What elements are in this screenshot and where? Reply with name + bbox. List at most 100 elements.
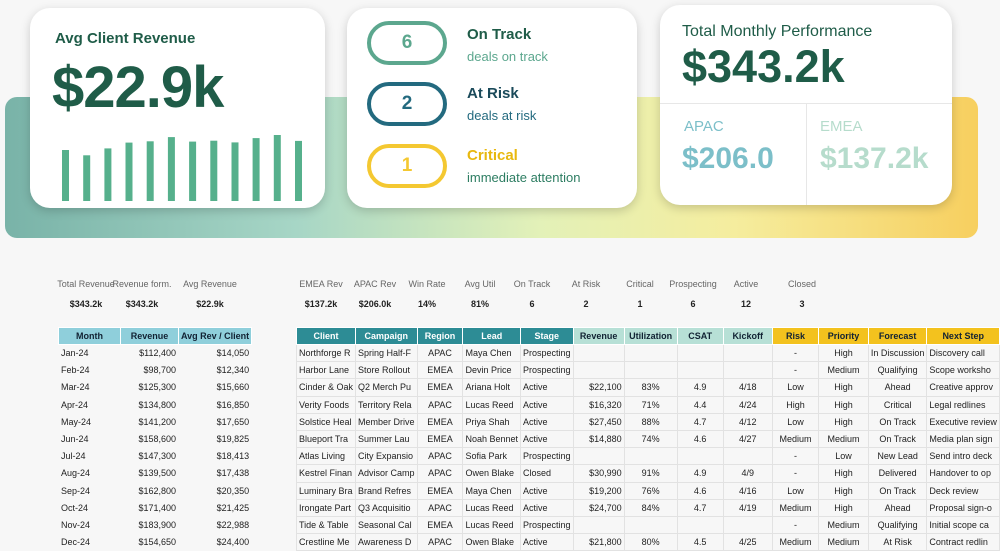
- table-cell[interactable]: High: [818, 498, 869, 517]
- table-cell[interactable]: Apr-24: [61, 399, 89, 410]
- table-cell[interactable]: Medium: [771, 429, 820, 449]
- table-cell[interactable]: Aug-24: [61, 468, 91, 479]
- column-header[interactable]: Stage: [520, 327, 574, 345]
- table-cell[interactable]: Feb-24: [61, 365, 90, 376]
- table-cell[interactable]: Kestrel Finan: [295, 464, 357, 483]
- table-cell[interactable]: $17,438: [216, 468, 250, 479]
- table-cell[interactable]: 4.6: [676, 481, 724, 500]
- table-cell[interactable]: $112,400: [139, 348, 176, 359]
- table-cell[interactable]: $30,990: [572, 464, 625, 483]
- table-cell[interactable]: Jun-24: [61, 434, 89, 445]
- column-header[interactable]: Client: [295, 327, 357, 345]
- table-cell[interactable]: $20,350: [216, 485, 250, 496]
- table-cell[interactable]: Nov-24: [61, 519, 91, 530]
- table-cell[interactable]: Prospecting: [520, 447, 574, 466]
- table-cell[interactable]: Dec-24: [61, 537, 91, 548]
- table-cell[interactable]: Solstice Heal: [295, 412, 357, 431]
- table-cell[interactable]: 71%: [623, 395, 678, 414]
- column-header[interactable]: Next Step: [926, 327, 1000, 345]
- table-cell[interactable]: Deck review: [926, 481, 1000, 500]
- table-cell[interactable]: EMEA: [416, 515, 464, 535]
- table-cell[interactable]: APAC: [416, 343, 464, 363]
- column-header[interactable]: Utilization: [623, 327, 678, 345]
- table-cell[interactable]: $21,800: [572, 533, 625, 551]
- column-header[interactable]: Month: [58, 327, 121, 345]
- table-cell[interactable]: 74%: [623, 429, 678, 449]
- table-cell[interactable]: Atlas Living: [295, 447, 357, 466]
- table-cell[interactable]: Member Drive: [355, 412, 418, 431]
- table-cell[interactable]: Ahead: [867, 498, 928, 517]
- table-cell[interactable]: 4/16: [722, 481, 773, 500]
- table-cell[interactable]: $125,300: [138, 382, 176, 393]
- table-cell[interactable]: Owen Blake: [462, 533, 522, 551]
- table-cell[interactable]: High: [818, 464, 869, 483]
- column-header[interactable]: Avg Rev / Client: [177, 327, 253, 345]
- table-cell[interactable]: Awareness D: [355, 533, 418, 551]
- table-cell[interactable]: APAC: [416, 464, 464, 483]
- table-cell[interactable]: Northforge R: [295, 343, 357, 363]
- table-cell[interactable]: Q3 Acquisitio: [355, 498, 418, 517]
- table-cell[interactable]: High: [818, 343, 869, 363]
- table-cell[interactable]: Medium: [771, 498, 820, 517]
- table-cell[interactable]: Initial scope ca: [926, 515, 1000, 535]
- table-cell[interactable]: $171,400: [138, 502, 176, 513]
- table-cell[interactable]: New Lead: [867, 447, 928, 466]
- table-cell[interactable]: [572, 343, 625, 363]
- table-cell[interactable]: Legal redlines: [926, 395, 1000, 414]
- column-header[interactable]: Campaign: [355, 327, 418, 345]
- table-cell[interactable]: 88%: [623, 412, 678, 431]
- table-cell[interactable]: Brand Refres: [355, 481, 418, 500]
- table-cell[interactable]: Cinder & Oak: [295, 378, 357, 397]
- table-cell[interactable]: Blueport Tra: [295, 429, 357, 449]
- table-cell[interactable]: 4.6: [676, 429, 724, 449]
- table-cell[interactable]: APAC: [416, 447, 464, 466]
- column-header[interactable]: Region: [416, 327, 464, 345]
- table-cell[interactable]: At Risk: [867, 533, 928, 551]
- table-cell[interactable]: Prospecting: [520, 343, 574, 363]
- column-header[interactable]: Lead: [462, 327, 522, 345]
- table-cell[interactable]: Active: [520, 481, 574, 500]
- table-cell[interactable]: Creative approv: [926, 378, 1000, 397]
- table-cell[interactable]: $134,800: [138, 399, 176, 410]
- table-cell[interactable]: Low: [771, 378, 820, 397]
- table-cell[interactable]: $22,988: [216, 519, 250, 530]
- table-cell[interactable]: APAC: [416, 533, 464, 551]
- table-cell[interactable]: APAC: [416, 395, 464, 414]
- table-cell[interactable]: [722, 361, 773, 380]
- table-cell[interactable]: [722, 515, 773, 535]
- table-cell[interactable]: Ariana Holt: [462, 378, 522, 397]
- table-cell[interactable]: Delivered: [867, 464, 928, 483]
- table-cell[interactable]: Summer Lau: [355, 429, 418, 449]
- table-cell[interactable]: [572, 361, 625, 380]
- table-cell[interactable]: Active: [520, 412, 574, 431]
- table-cell[interactable]: 84%: [623, 498, 678, 517]
- table-cell[interactable]: Executive review: [926, 412, 1000, 431]
- table-cell[interactable]: Oct-24: [61, 502, 89, 513]
- table-cell[interactable]: $19,200: [572, 481, 625, 500]
- table-cell[interactable]: $24,700: [572, 498, 625, 517]
- table-cell[interactable]: -: [771, 361, 820, 380]
- table-cell[interactable]: 4/18: [722, 378, 773, 397]
- table-cell[interactable]: EMEA: [416, 412, 464, 431]
- table-cell[interactable]: Store Rollout: [355, 361, 418, 380]
- table-cell[interactable]: 4/9: [722, 464, 773, 483]
- table-cell[interactable]: $141,200: [138, 416, 176, 427]
- table-cell[interactable]: EMEA: [416, 429, 464, 449]
- column-header[interactable]: Risk: [771, 327, 820, 345]
- table-cell[interactable]: Qualifying: [867, 361, 928, 380]
- table-cell[interactable]: Mar-24: [61, 382, 90, 393]
- column-header[interactable]: Kickoff: [722, 327, 773, 345]
- table-cell[interactable]: Priya Shah: [462, 412, 522, 431]
- table-cell[interactable]: Devin Price: [462, 361, 522, 380]
- table-cell[interactable]: $139,500: [138, 468, 176, 479]
- table-cell[interactable]: $24,400: [216, 537, 250, 548]
- table-cell[interactable]: Jul-24: [61, 451, 86, 462]
- table-cell[interactable]: 4/12: [722, 412, 773, 431]
- table-cell[interactable]: [676, 361, 724, 380]
- table-cell[interactable]: $22,100: [572, 378, 625, 397]
- table-cell[interactable]: $162,800: [138, 485, 176, 496]
- table-cell[interactable]: $27,450: [572, 412, 625, 431]
- table-cell[interactable]: Advisor Camp: [355, 464, 418, 483]
- table-cell[interactable]: [623, 343, 678, 363]
- column-header[interactable]: Forecast: [867, 327, 928, 345]
